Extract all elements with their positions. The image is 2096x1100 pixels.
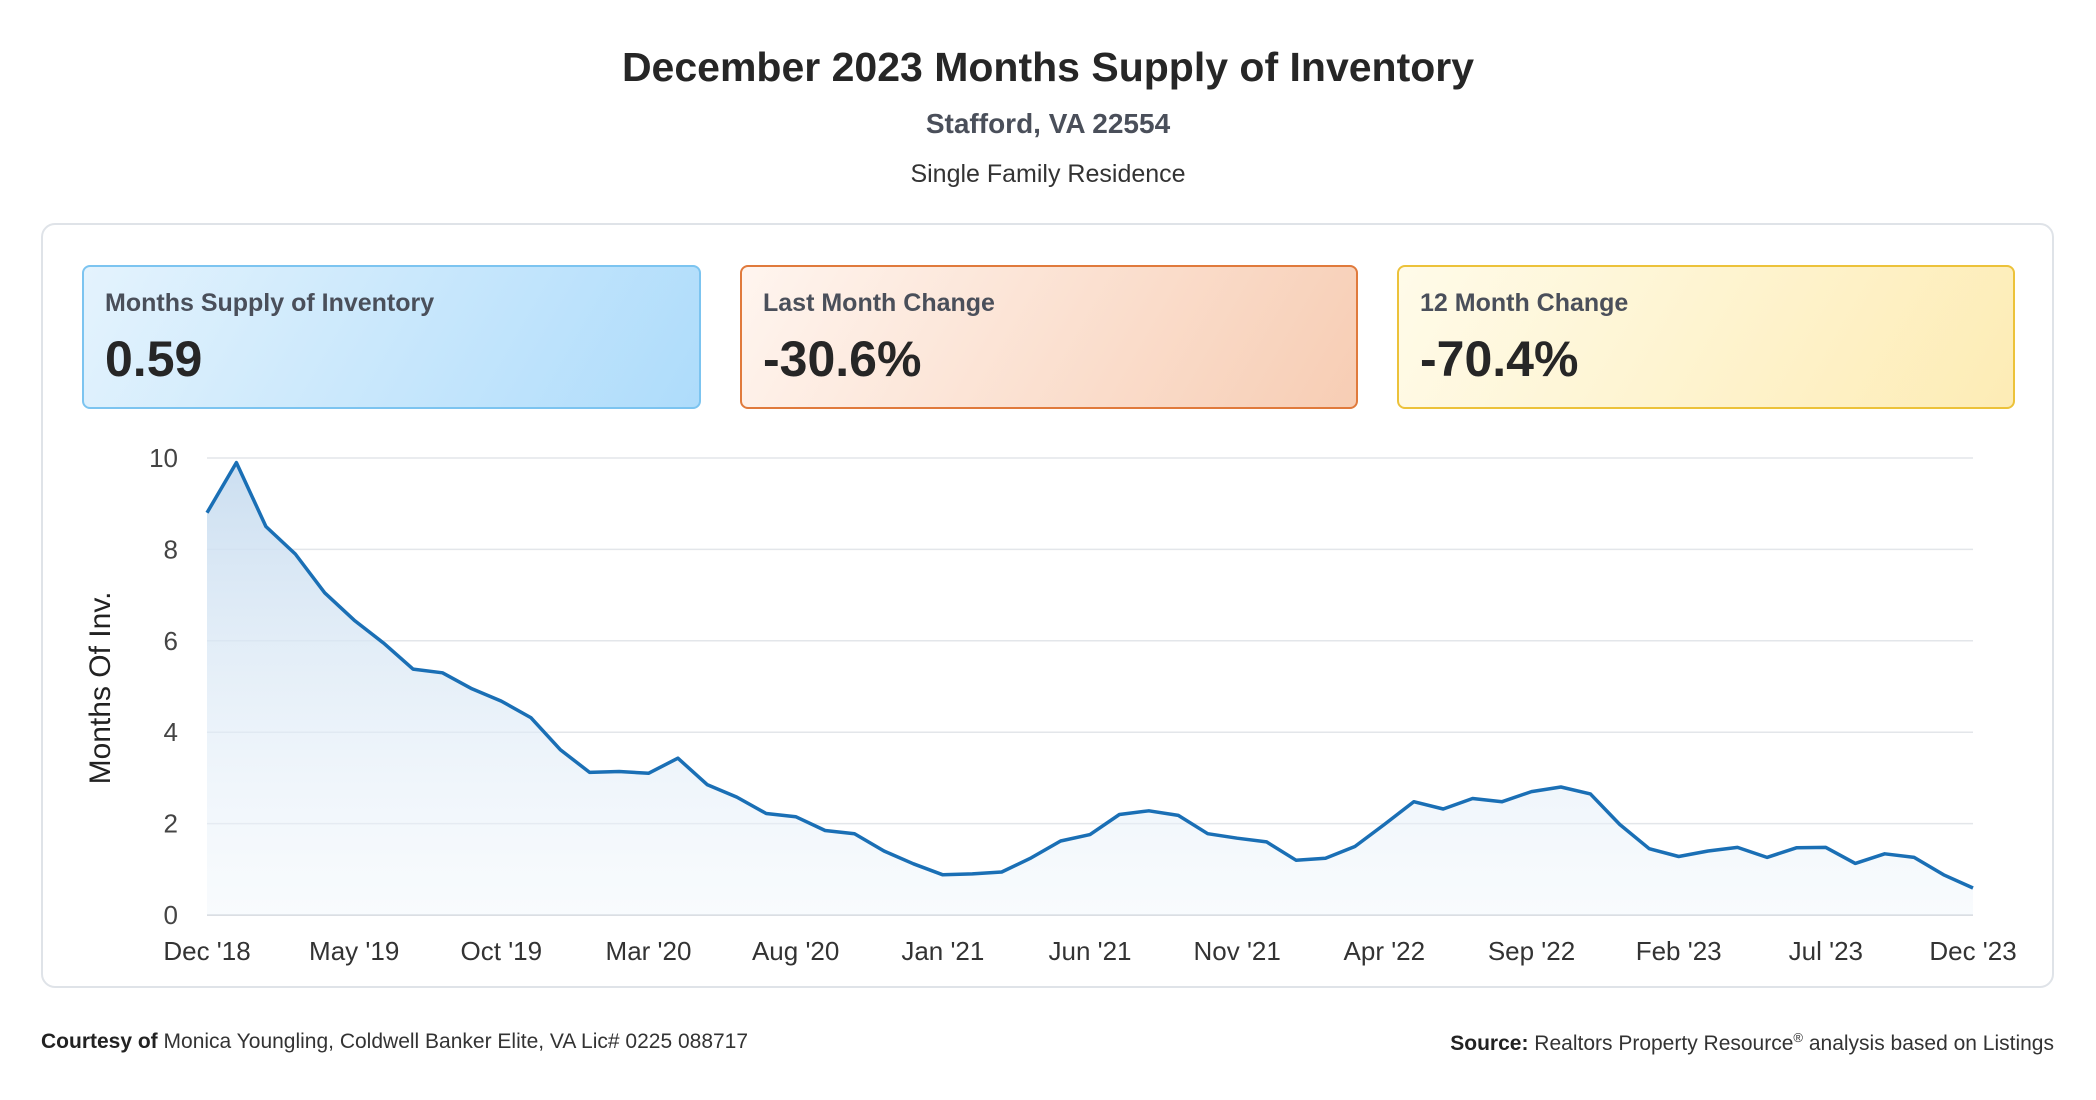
last-month-change-label: Last Month Change <box>763 289 995 317</box>
x-tick-label: Apr '22 <box>1344 936 1426 966</box>
twelve-month-change-card: 12 Month Change -70.4% <box>1397 265 2015 409</box>
chart-panel <box>41 223 2054 988</box>
x-tick-label: May '19 <box>309 936 399 966</box>
location-subtitle: Stafford, VA 22554 <box>925 108 1171 139</box>
x-tick-label: Dec '23 <box>1929 936 2016 966</box>
inventory-line <box>205 460 1974 890</box>
y-tick-label: 0 <box>164 900 178 930</box>
y-axis-label: Months Of Inv. <box>84 592 117 785</box>
months-supply-value: 0.59 <box>105 331 203 387</box>
y-tick-label: 2 <box>164 809 178 839</box>
x-tick-label: Sep '22 <box>1488 936 1575 966</box>
twelve-month-change-value: -70.4% <box>1420 331 1579 387</box>
x-axis-ticks: Dec '18 May '19 Oct '19 Mar '20 Aug '20 Jan '… <box>163 936 2016 966</box>
y-tick-label: 8 <box>164 534 178 564</box>
source-footer: Source: Realtors Property Resource® anal… <box>1450 1030 2054 1056</box>
x-tick-label: Aug '20 <box>752 936 839 966</box>
x-tick-label: Oct '19 <box>461 936 543 966</box>
x-tick-label: Jul '23 <box>1789 936 1863 966</box>
months-supply-label: Months Supply of Inventory <box>105 289 435 317</box>
x-tick-label: Jun '21 <box>1048 936 1131 966</box>
y-tick-label: 10 <box>149 443 178 473</box>
chart-title: December 2023 Months Supply of Inventory <box>621 44 1475 90</box>
registered-mark: ® <box>1793 1030 1803 1045</box>
x-tick-label: Dec '18 <box>163 936 250 966</box>
courtesy-label: Courtesy of <box>41 1030 158 1053</box>
x-tick-label: Jan '21 <box>901 936 984 966</box>
last-month-change-value: -30.6% <box>763 331 922 387</box>
y-tick-label: 6 <box>164 626 178 656</box>
y-tick-label: 4 <box>164 717 178 747</box>
x-tick-label: Nov '21 <box>1193 936 1280 966</box>
months-of-inventory-chart: 0 2 4 6 8 10 Dec '18 May '19 Oct '19 Mar '20 Aug … <box>84 443 2017 966</box>
source-text: Realtors Property Resource <box>1534 1032 1794 1055</box>
twelve-month-change-label: 12 Month Change <box>1420 289 1629 317</box>
y-axis-ticks: 0 2 4 6 8 10 <box>149 443 178 930</box>
x-tick-label: Mar '20 <box>606 936 692 966</box>
courtesy-text: Monica Youngling, Coldwell Banker Elite,… <box>163 1030 749 1053</box>
courtesy-footer: Courtesy of Monica Youngling, Coldwell B… <box>41 1030 748 1054</box>
property-type-subtitle: Single Family Residence <box>910 160 1186 188</box>
source-suffix: analysis based on Listings <box>1803 1032 2054 1055</box>
inventory-area-fill <box>207 462 1973 915</box>
x-tick-label: Feb '23 <box>1636 936 1722 966</box>
months-supply-card: Months Supply of Inventory 0.59 <box>82 265 701 409</box>
source-label: Source: <box>1450 1032 1529 1055</box>
last-month-change-card: Last Month Change -30.6% <box>740 265 1358 409</box>
